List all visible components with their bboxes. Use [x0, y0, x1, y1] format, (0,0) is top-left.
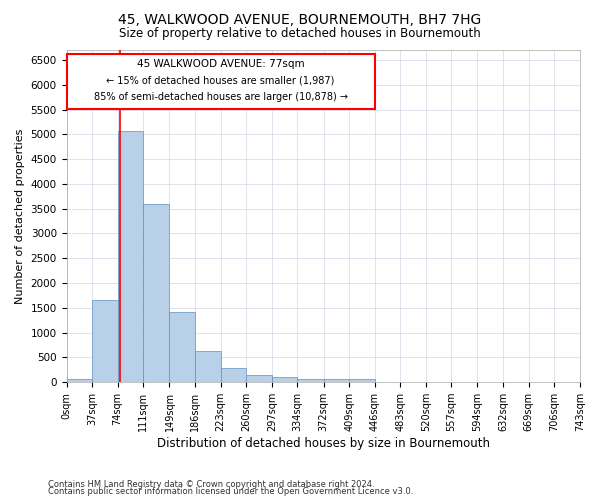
Bar	[169, 312, 195, 382]
Bar	[118, 131, 143, 382]
Bar	[143, 204, 169, 382]
Text: 45 WALKWOOD AVENUE: 77sqm: 45 WALKWOOD AVENUE: 77sqm	[137, 59, 304, 69]
Bar	[298, 378, 323, 382]
Y-axis label: Number of detached properties: Number of detached properties	[15, 128, 25, 304]
X-axis label: Distribution of detached houses by size in Bournemouth: Distribution of detached houses by size …	[157, 437, 490, 450]
Bar	[67, 379, 92, 382]
Bar	[349, 379, 375, 382]
Text: Contains public sector information licensed under the Open Government Licence v3: Contains public sector information licen…	[48, 487, 413, 496]
Text: Size of property relative to detached houses in Bournemouth: Size of property relative to detached ho…	[119, 28, 481, 40]
Bar	[195, 352, 221, 382]
Text: ← 15% of detached houses are smaller (1,987): ← 15% of detached houses are smaller (1,…	[106, 75, 335, 85]
FancyBboxPatch shape	[67, 54, 375, 108]
Bar	[323, 379, 349, 382]
Bar	[92, 300, 118, 382]
Text: Contains HM Land Registry data © Crown copyright and database right 2024.: Contains HM Land Registry data © Crown c…	[48, 480, 374, 489]
Text: 45, WALKWOOD AVENUE, BOURNEMOUTH, BH7 7HG: 45, WALKWOOD AVENUE, BOURNEMOUTH, BH7 7H…	[118, 12, 482, 26]
Bar	[246, 375, 272, 382]
Bar	[221, 368, 246, 382]
Text: 85% of semi-detached houses are larger (10,878) →: 85% of semi-detached houses are larger (…	[94, 92, 347, 102]
Bar	[272, 377, 298, 382]
